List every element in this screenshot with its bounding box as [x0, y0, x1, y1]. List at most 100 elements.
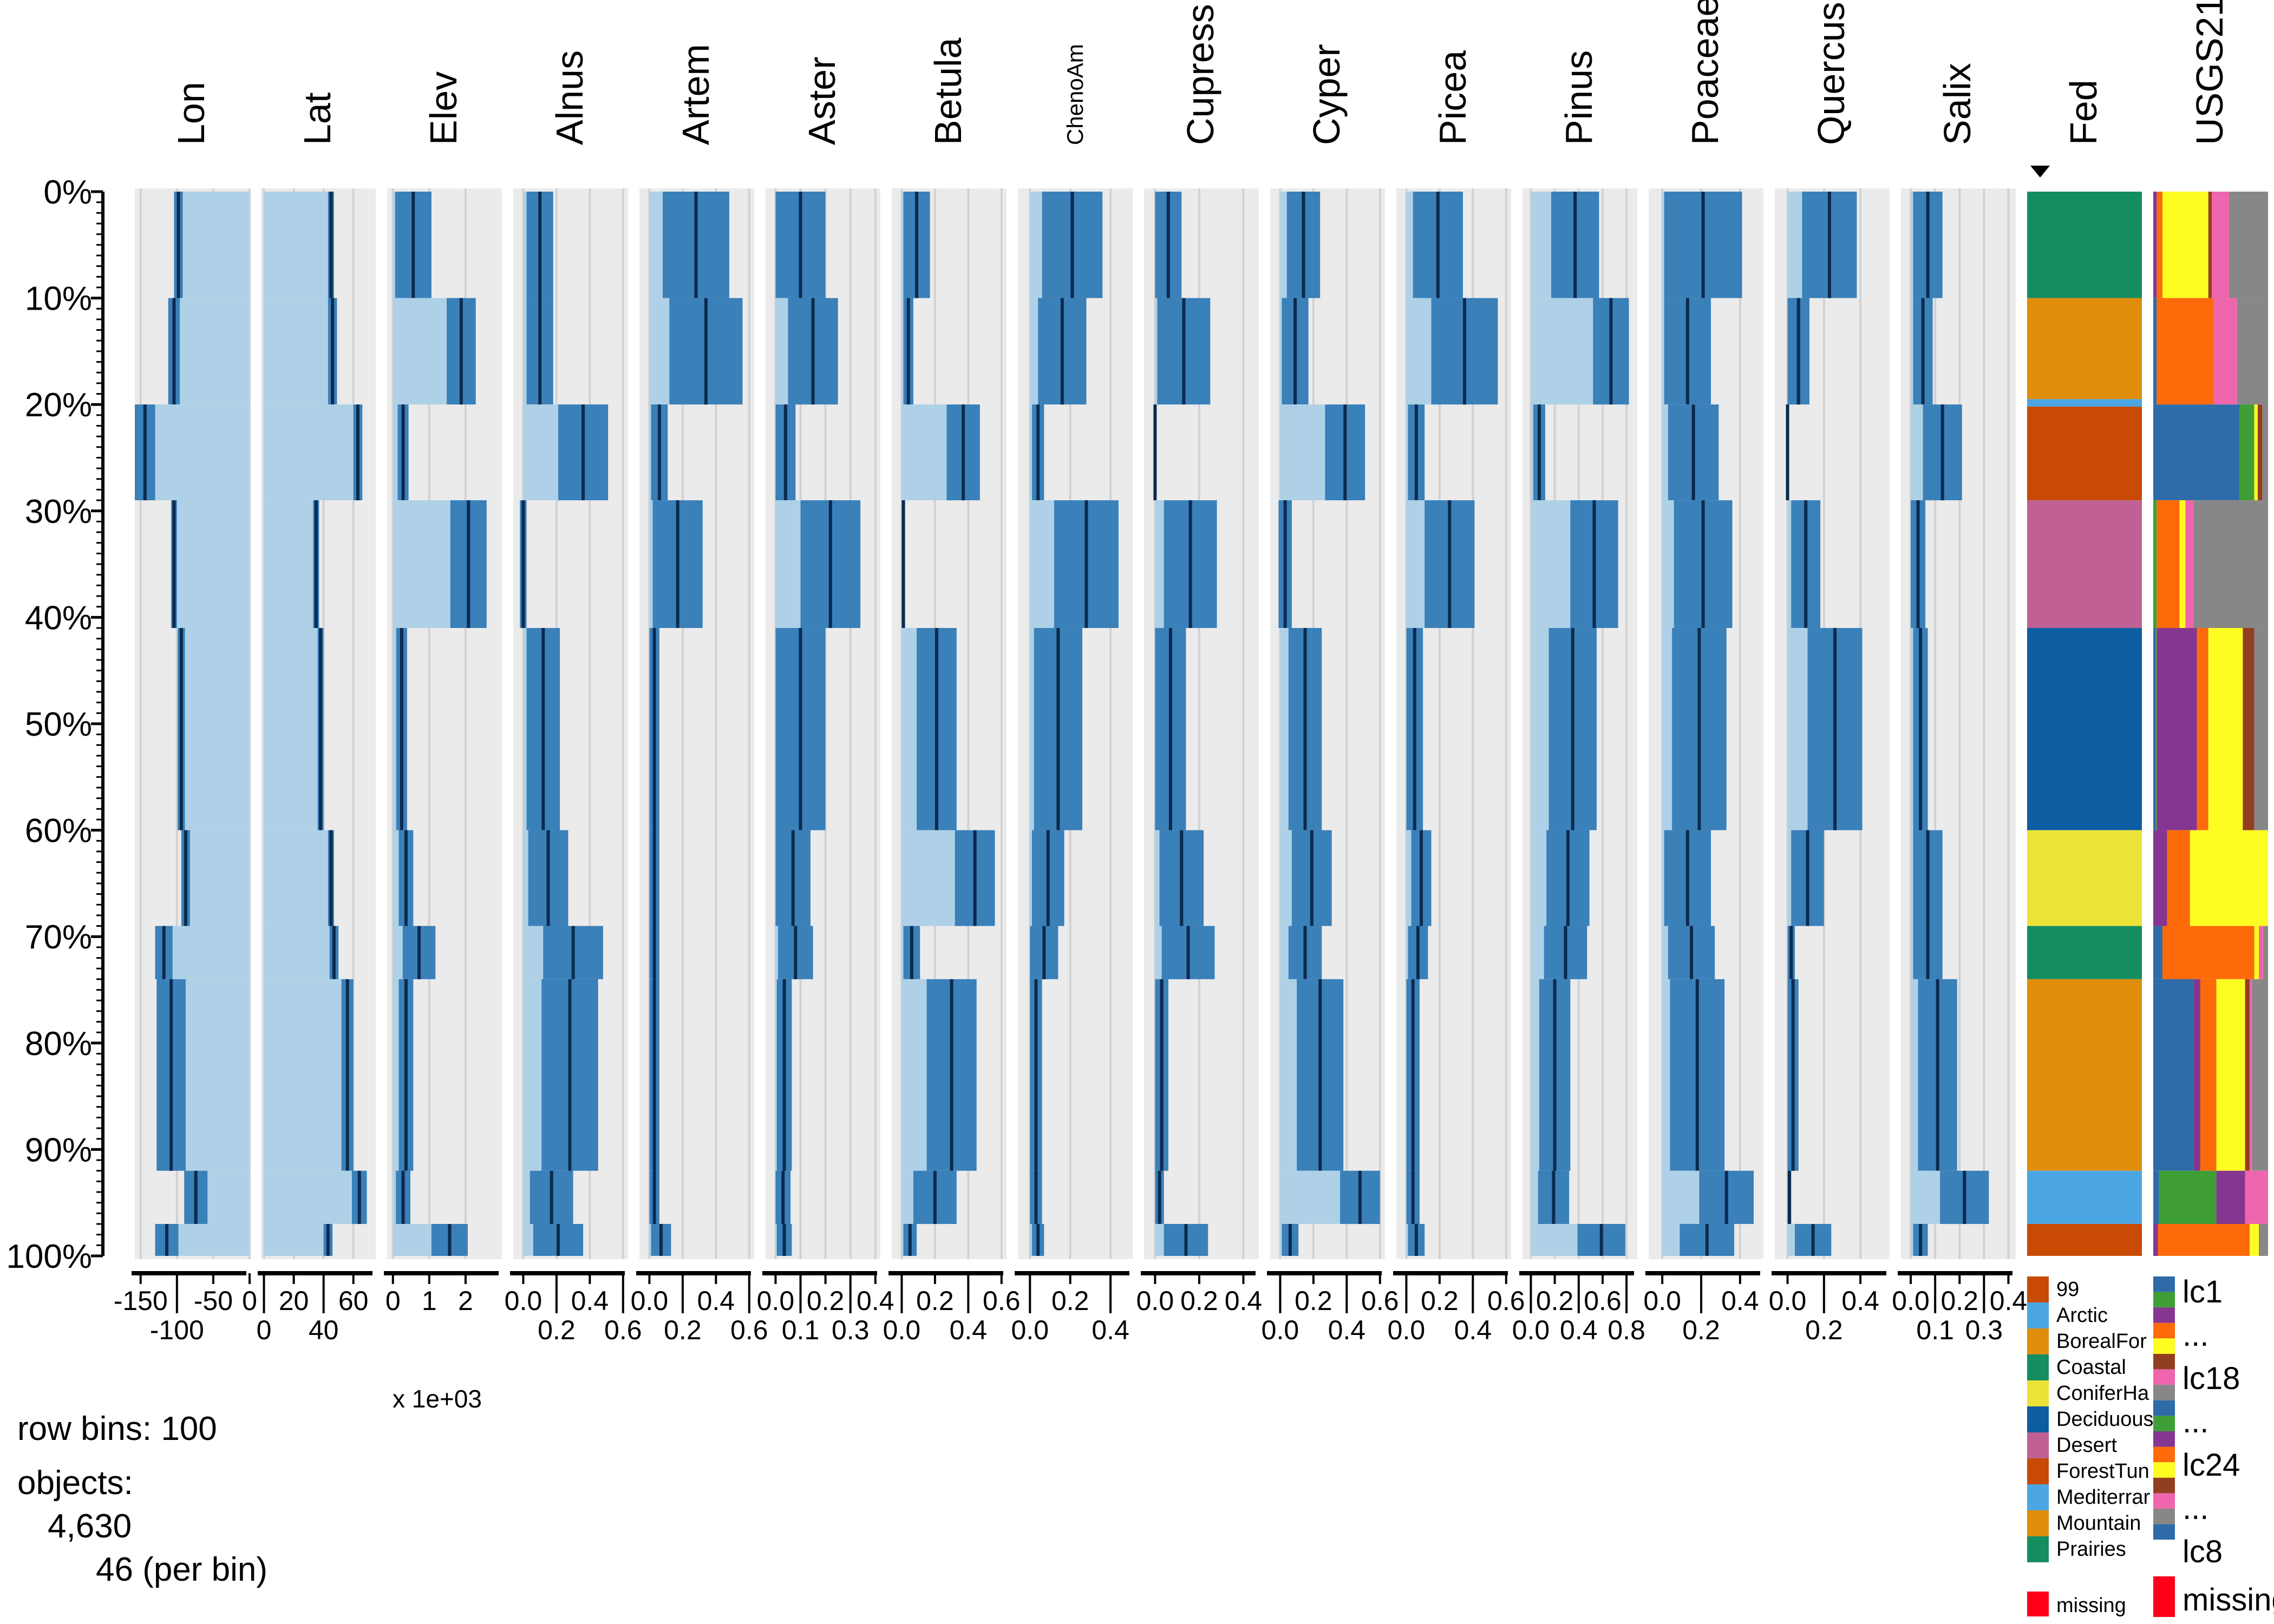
usgs-legend-swatch [2153, 1446, 2175, 1463]
column-alnus: Alnus 0.00.20.40.6 [505, 50, 642, 1345]
x-axis-tick-label: 0.1 [1916, 1315, 1954, 1345]
mean-bar [264, 628, 321, 830]
x-axis-tick-label: -150 [114, 1286, 168, 1316]
x-axis-tick-label: 0.4 [1454, 1315, 1492, 1345]
mean-bar [264, 192, 331, 298]
x-axis-tick-label: 0.0 [1643, 1286, 1681, 1316]
usgs-block-orange [2200, 979, 2217, 1171]
usgs-block-gray [2254, 628, 2268, 830]
usgs-block-gray [2259, 1224, 2268, 1256]
fed-legend-swatch [2027, 1302, 2049, 1328]
x-axis-tick-label: 0 [385, 1286, 401, 1316]
usgs-block-pink [2214, 298, 2237, 405]
usgs-legend-swatch [2153, 1493, 2175, 1509]
x-axis-tick-label: 0.4 [1990, 1286, 2028, 1316]
usgs-legend-label: ... [2182, 1404, 2208, 1439]
mean-bar [264, 830, 331, 926]
fed-block-99 [2027, 1224, 2142, 1256]
usgs-block-yellow [2216, 979, 2245, 1171]
usgs-block-pink [2245, 1170, 2268, 1224]
usgs-legend-swatch [2153, 1292, 2175, 1308]
usgs-block-blue [2153, 1170, 2159, 1224]
objects-per-bin: 46 (per bin) [96, 1551, 267, 1588]
row-axis-tick-label: 50% [25, 706, 92, 743]
usgs-block-orange [2157, 298, 2214, 405]
column-pinus: Pinus 0.00.20.40.60.8 [1512, 50, 1645, 1345]
column-header: Elev [422, 71, 465, 145]
usgs-legend-swatch [2153, 1524, 2175, 1540]
usgs-block-purple [2153, 830, 2167, 926]
usgs-block-yellow [2250, 1224, 2259, 1256]
mean-bar [174, 298, 250, 405]
fed-block-mountain [2027, 298, 2142, 400]
fed-legend-label: Arctic [2056, 1304, 2108, 1327]
x-axis-tick-label: 0.2 [538, 1315, 576, 1345]
x-axis-tick-label: 0.0 [1388, 1315, 1426, 1345]
objects-count: 4,630 [48, 1508, 132, 1545]
usgs-block-brown [2243, 628, 2255, 830]
x-axis-tick-label: 0.6 [1487, 1286, 1525, 1316]
column-picea: Picea 0.00.20.40.6 [1388, 50, 1525, 1345]
usgs-block-yellow [2254, 926, 2259, 979]
usgs-block-orange [2157, 500, 2180, 628]
x-axis-tick-label: 0.4 [950, 1315, 988, 1345]
usgs-block-purple [2153, 1224, 2158, 1256]
mean-bar [164, 926, 250, 979]
x-axis-tick-label: 0.6 [1361, 1286, 1399, 1316]
row-axis-tick-label: 20% [25, 387, 92, 424]
row-axis-tick-label: 100% [6, 1238, 92, 1275]
usgs-legend-label: ... [2182, 1318, 2208, 1353]
column-header: Betula [927, 37, 969, 145]
row-axis: 0% 10% 20% 30% 40% 50% 60% 70% 80% 90% 100% [6, 174, 104, 1275]
column-poaceae: Poaceae 0.00.20.4 [1643, 0, 1763, 1345]
usgs-block-green [2155, 628, 2157, 830]
column-lon: Lon -150-100-50 0 [114, 82, 257, 1345]
usgs-block-blue [2153, 298, 2157, 405]
fed-legend-swatch [2027, 1406, 2049, 1432]
fed-legend-swatch [2027, 1380, 2049, 1406]
fed-legend-swatch [2027, 1328, 2049, 1354]
x-axis-tick-label: 0.6 [604, 1315, 642, 1345]
usgs-block-orange [2158, 1224, 2250, 1256]
usgs-block-pink [2250, 979, 2252, 1171]
x-axis-tick-label: 0.1 [782, 1315, 820, 1345]
x-axis-tick-label: 0.2 [1051, 1286, 1089, 1316]
usgs-block-gray [2229, 192, 2268, 298]
fed-legend-label: Deciduous [2056, 1408, 2154, 1431]
x-axis-tick-label: 60 [338, 1286, 369, 1316]
fed-legend-swatch [2027, 1510, 2049, 1536]
usgs-legend-swatch [2153, 1369, 2175, 1385]
x-axis-tick-label: 0.8 [1608, 1315, 1645, 1345]
fed-legend-label: BorealFor [2056, 1330, 2147, 1353]
mean-bar [185, 830, 250, 926]
fed-block-foresttun [2027, 407, 2142, 501]
usgs-block-purple [2153, 192, 2157, 298]
usgs-legend-swatch [2153, 1322, 2175, 1339]
fed-block-arctic [2027, 1170, 2142, 1224]
x-axis-tick-label: 2 [458, 1286, 473, 1316]
fed-block-mediterrar [2027, 399, 2142, 407]
fed-missing-label: missing [2056, 1594, 2126, 1617]
x-axis-tick-label: 0.0 [1512, 1315, 1550, 1345]
fed-legend-label: Mountain [2056, 1512, 2141, 1535]
x-axis-tick-label: 0.0 [1892, 1286, 1930, 1316]
fed-legend-label: ConiferHa [2056, 1382, 2149, 1405]
x-axis-tick-label: 0.2 [1180, 1286, 1218, 1316]
fed-legend-label: Desert [2056, 1434, 2117, 1457]
sort-descending-icon[interactable] [2030, 166, 2050, 178]
usgs-legend-label: ... [2182, 1491, 2208, 1526]
x-axis-tick-label: 0.4 [1560, 1315, 1598, 1345]
usgs-block-gray [2193, 500, 2268, 628]
x-axis-tick-label: 0.0 [757, 1286, 795, 1316]
fed-legend-swatch [2027, 1276, 2049, 1302]
usgs-block-orange [2197, 628, 2208, 830]
row-axis-tick-label: 10% [25, 280, 92, 318]
usgs-legend-swatch [2153, 1338, 2175, 1354]
column-betula: Betula 0.00.20.40.6 [883, 37, 1021, 1345]
usgs-block-orange [2157, 192, 2162, 298]
fed-block-desert [2027, 500, 2142, 628]
legends: 99 Arctic BorealFor Coastal ConiferHa Deciduo… [2027, 1274, 2274, 1618]
usgs-block-yellow [2190, 830, 2268, 926]
x-axis-tick-label: 0.4 [857, 1286, 894, 1316]
usgs-block-blue [2153, 926, 2162, 979]
